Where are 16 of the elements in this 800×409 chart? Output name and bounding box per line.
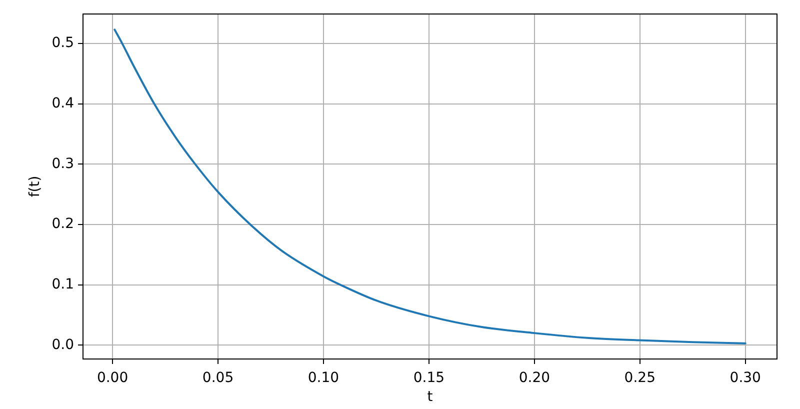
y-tick-label: 0.5 bbox=[52, 35, 74, 52]
x-tick-label: 0.20 bbox=[518, 370, 550, 386]
y-tick-label: 0.4 bbox=[52, 96, 74, 112]
y-axis-title: f(t) bbox=[27, 176, 44, 198]
x-tick-label: 0.10 bbox=[308, 370, 340, 386]
y-tick-label: 0.0 bbox=[52, 336, 74, 353]
x-tick-label: 0.15 bbox=[413, 370, 445, 386]
x-tick-label: 0.05 bbox=[202, 370, 234, 386]
y-tick-label: 0.3 bbox=[52, 156, 74, 172]
x-tick-label: 0.30 bbox=[730, 370, 761, 386]
x-tick-label: 0.00 bbox=[96, 370, 128, 386]
y-tick-label: 0.1 bbox=[52, 276, 74, 292]
x-axis-title: t bbox=[427, 389, 434, 406]
x-tick-label: 0.25 bbox=[624, 370, 656, 386]
y-tick-label: 0.2 bbox=[52, 216, 74, 232]
line-series bbox=[114, 28, 746, 344]
